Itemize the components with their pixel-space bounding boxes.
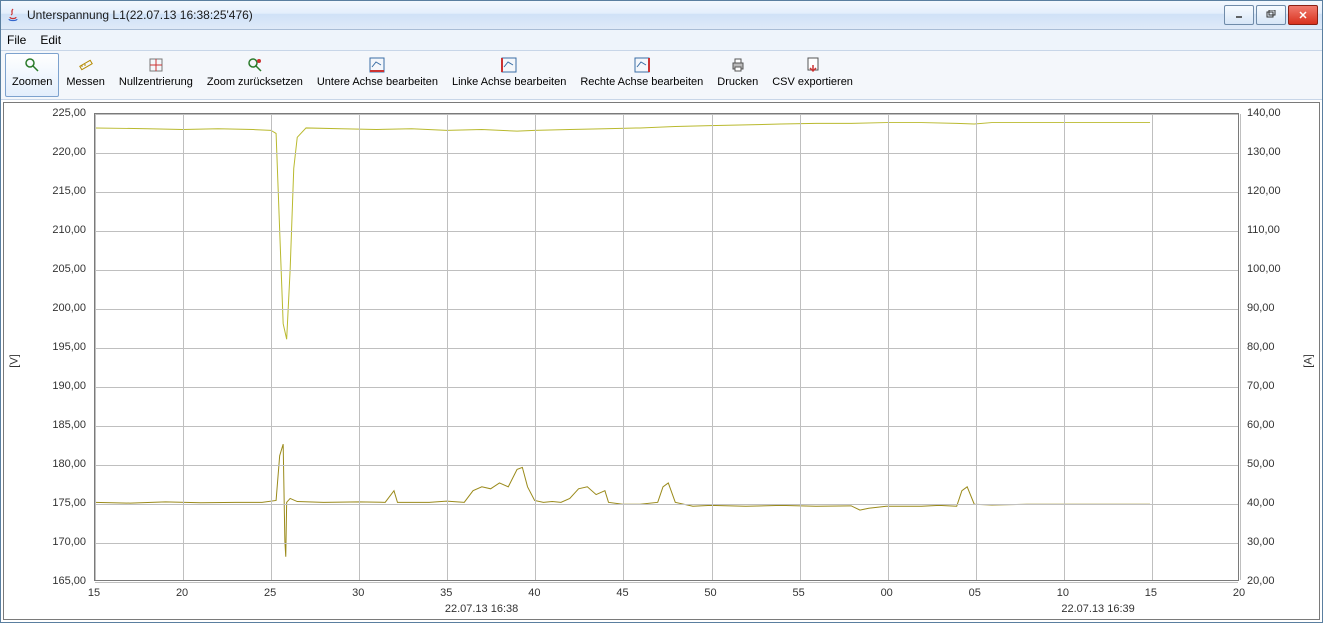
close-button[interactable] [1288,5,1318,25]
print-label: Drucken [717,76,758,88]
x-tick: 50 [704,587,716,599]
measure-icon [77,56,95,74]
left-tick: 165,00 [4,575,92,587]
left-tick: 215,00 [4,185,92,197]
axleft-icon [500,56,518,74]
window-buttons [1224,5,1318,25]
right-tick: 90,00 [1241,302,1319,314]
axbottom-icon [368,56,386,74]
right-tick: 20,00 [1241,575,1319,587]
right-tick: 110,00 [1241,224,1319,236]
left-tick: 210,00 [4,224,92,236]
x-tick: 40 [528,587,540,599]
right-tick: 40,00 [1241,497,1319,509]
right-tick: 100,00 [1241,263,1319,275]
left-tick: 225,00 [4,107,92,119]
x-tick: 10 [1057,587,1069,599]
maximize-button[interactable] [1256,5,1286,25]
right-tick: 70,00 [1241,380,1319,392]
right-tick: 130,00 [1241,146,1319,158]
left-axis-title: [V] [9,354,21,367]
menu-edit[interactable]: Edit [40,33,61,47]
zoom-label: Zoomen [12,76,52,88]
x-sublabel: 22.07.13 16:38 [445,603,518,615]
right-tick: 80,00 [1241,341,1319,353]
print-button[interactable]: Drucken [710,53,765,97]
right-tick: 120,00 [1241,185,1319,197]
x-tick: 20 [176,587,188,599]
axbottom-label: Untere Achse bearbeiten [317,76,438,88]
x-sublabel: 22.07.13 16:39 [1061,603,1134,615]
axright-label: Rechte Achse bearbeiten [580,76,703,88]
x-tick: 25 [264,587,276,599]
app-window: Unterspannung L1(22.07.13 16:38:25'476) … [0,0,1323,623]
left-tick: 195,00 [4,341,92,353]
zero-icon [147,56,165,74]
measure-button[interactable]: Messen [59,53,112,97]
plot-region [94,113,1239,581]
left-tick: 190,00 [4,380,92,392]
menubar: File Edit [1,30,1322,51]
left-tick: 175,00 [4,497,92,509]
left-tick: 205,00 [4,263,92,275]
x-tick: 30 [352,587,364,599]
left-tick: 180,00 [4,458,92,470]
java-icon [5,7,21,23]
axleft-label: Linke Achse bearbeiten [452,76,566,88]
zoomreset-label: Zoom zurücksetzen [207,76,303,88]
chart-area[interactable]: [V] [A] 165,00 170,00 175,00 180,00 185,00 19… [3,102,1320,620]
right-axis-title: [A] [1302,354,1314,367]
zoomreset-button[interactable]: Zoom zurücksetzen [200,53,310,97]
zoom-button[interactable]: Zoomen [5,53,59,97]
zero-label: Nullzentrierung [119,76,193,88]
print-icon [729,56,747,74]
window-title: Unterspannung L1(22.07.13 16:38:25'476) [27,8,1224,22]
left-tick: 200,00 [4,302,92,314]
right-tick: 60,00 [1241,419,1319,431]
right-tick: 140,00 [1241,107,1319,119]
right-tick: 30,00 [1241,536,1319,548]
x-tick: 45 [616,587,628,599]
axright-icon [633,56,651,74]
zoomreset-icon [246,56,264,74]
toolbar: Zoomen Messen Nullzentrierung Zoom zurüc… [1,51,1322,100]
chart-svg [95,114,1238,580]
axbottom-button[interactable]: Untere Achse bearbeiten [310,53,445,97]
axright-button[interactable]: Rechte Achse bearbeiten [573,53,710,97]
csv-button[interactable]: CSV exportieren [765,53,860,97]
x-tick: 20 [1233,587,1245,599]
measure-label: Messen [66,76,105,88]
left-tick: 185,00 [4,419,92,431]
x-tick: 15 [88,587,100,599]
csv-label: CSV exportieren [772,76,853,88]
x-tick: 35 [440,587,452,599]
axleft-button[interactable]: Linke Achse bearbeiten [445,53,573,97]
zoom-icon [23,56,41,74]
x-tick: 55 [792,587,804,599]
x-tick: 05 [969,587,981,599]
minimize-button[interactable] [1224,5,1254,25]
x-tick: 15 [1145,587,1157,599]
x-tick: 00 [881,587,893,599]
csv-icon [804,56,822,74]
left-tick: 170,00 [4,536,92,548]
left-tick: 220,00 [4,146,92,158]
right-tick: 50,00 [1241,458,1319,470]
zero-button[interactable]: Nullzentrierung [112,53,200,97]
titlebar: Unterspannung L1(22.07.13 16:38:25'476) [1,1,1322,30]
menu-file[interactable]: File [7,33,26,47]
